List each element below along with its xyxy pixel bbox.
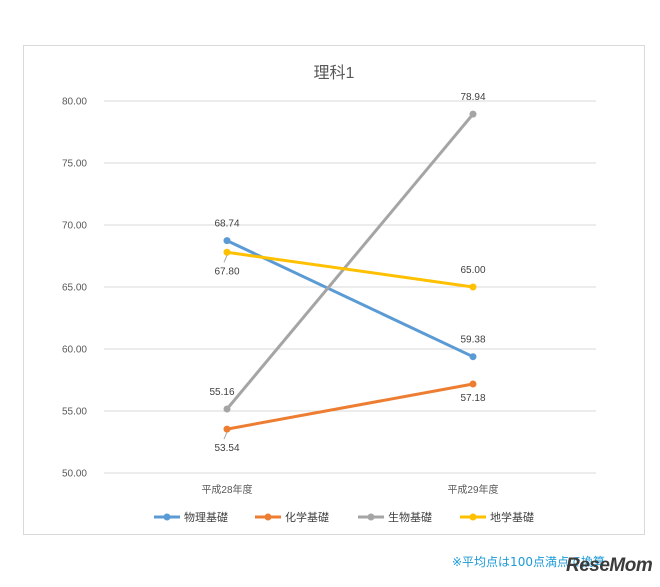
line-chart: 理科1 50.0055.0060.0065.0070.0075.0080.00 … (62, 64, 596, 524)
data-label: 55.16 (209, 387, 234, 398)
data-point (223, 237, 231, 245)
label-leader (223, 255, 228, 263)
data-label: 78.94 (460, 92, 485, 103)
data-point (469, 353, 477, 361)
x-tick-label: 平成28年度 (201, 483, 252, 496)
data-point (469, 110, 477, 118)
data-point (223, 425, 231, 433)
legend-label: 物理基礎 (184, 510, 228, 524)
series-line (225, 382, 475, 431)
legend-label: 生物基礎 (388, 510, 432, 524)
data-label: 57.18 (460, 393, 485, 404)
series-line (225, 250, 475, 289)
y-tick-label: 60.00 (62, 345, 87, 356)
y-tick-label: 70.00 (62, 221, 87, 232)
legend-label: 化学基礎 (285, 510, 329, 524)
data-label: 68.74 (214, 219, 239, 230)
y-tick-label: 50.00 (62, 469, 87, 480)
data-label: 67.80 (214, 266, 239, 277)
legend-marker (367, 513, 375, 521)
y-tick-label: 80.00 (62, 97, 87, 108)
data-label: 65.00 (460, 265, 485, 276)
label-leader (223, 431, 228, 440)
data-point (223, 405, 231, 413)
data-label: 59.38 (460, 335, 485, 346)
y-tick-label: 55.00 (62, 407, 87, 418)
footnote: ※平均点は100点満点で換算 (452, 555, 605, 569)
data-label: 53.54 (214, 443, 239, 454)
data-point (469, 283, 477, 291)
series-line (225, 112, 475, 411)
chart-title: 理科1 (314, 64, 355, 82)
legend-marker (469, 513, 477, 521)
legend-marker (163, 513, 171, 521)
data-point (223, 248, 231, 256)
legend-label: 地学基礎 (490, 510, 534, 524)
series-line (225, 239, 475, 359)
y-tick-label: 65.00 (62, 283, 87, 294)
y-tick-label: 75.00 (62, 159, 87, 170)
chart-area: 理科1 50.00 55.00 60.00 65.00 70.00 75.00 80.00 … (23, 45, 645, 535)
brand-logo: ReseMom (566, 555, 653, 576)
data-point (469, 380, 477, 388)
legend-marker (264, 513, 272, 521)
x-tick-label: 平成29年度 (447, 483, 498, 496)
